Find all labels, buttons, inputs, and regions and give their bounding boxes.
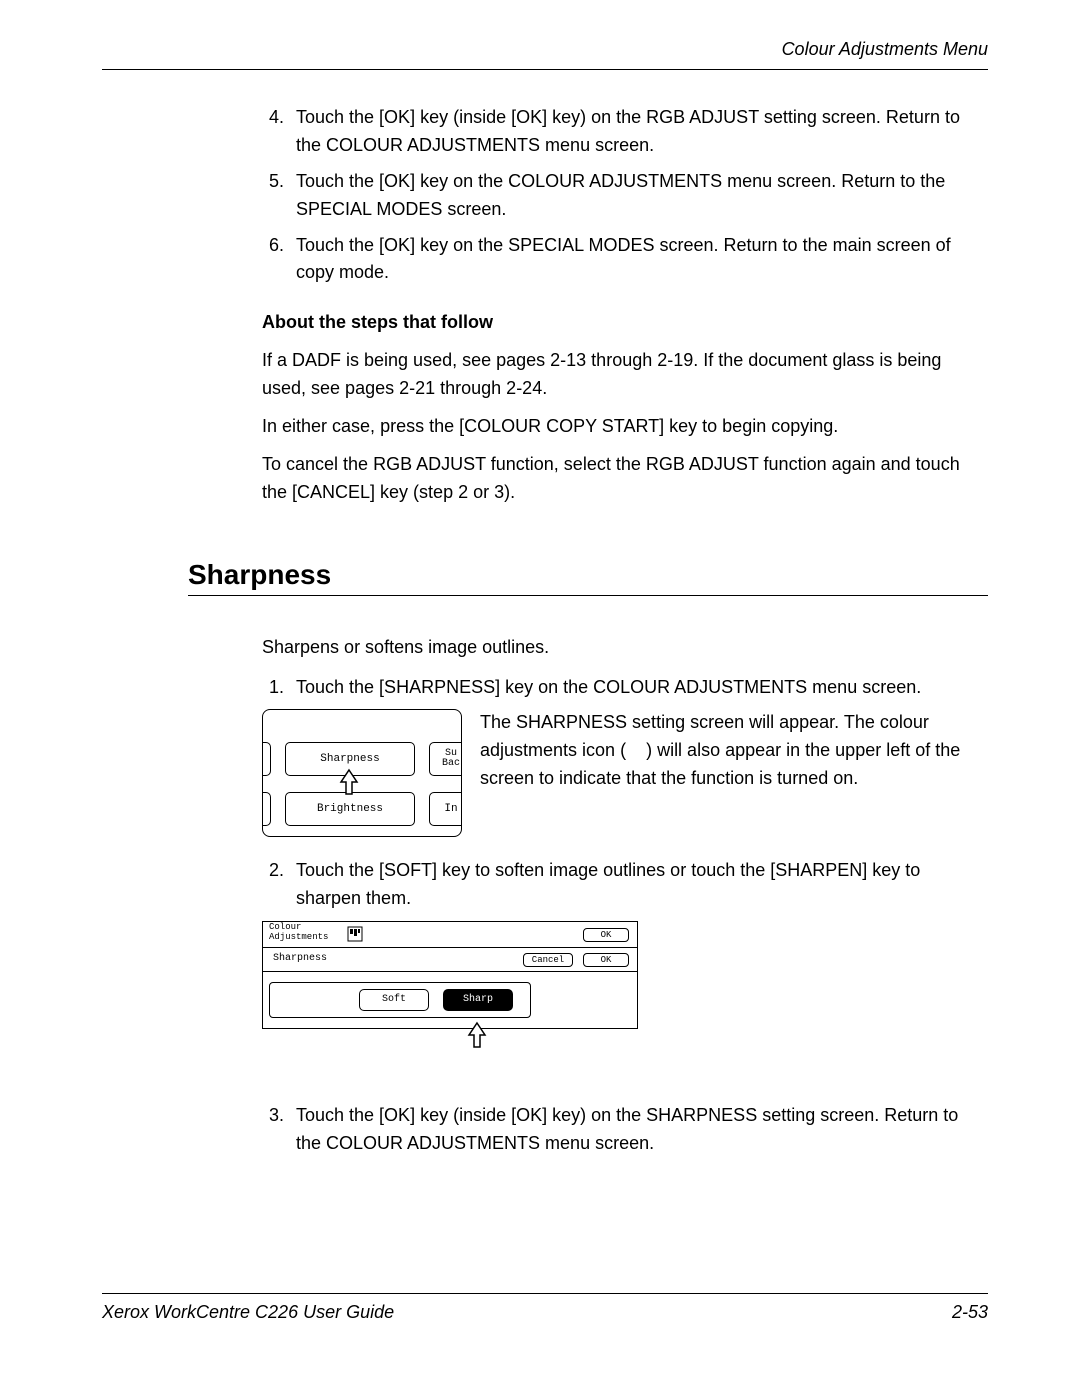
step-number: 5. bbox=[262, 168, 296, 224]
partial-button-right-bottom: In bbox=[429, 792, 462, 826]
header-section: Colour Adjustments Menu bbox=[782, 39, 988, 60]
sharpness-heading: Sharpness bbox=[188, 559, 988, 591]
brightness-button[interactable]: Brightness bbox=[285, 792, 415, 826]
cancel-button[interactable]: Cancel bbox=[523, 953, 573, 967]
lcd-screenshot-2: ColourAdjustments OK Sharpness Cancel OK bbox=[262, 921, 988, 1062]
lcd-title: ColourAdjustments bbox=[269, 923, 328, 942]
step-number: 3. bbox=[262, 1102, 296, 1158]
step-number: 4. bbox=[262, 104, 296, 160]
step-text: Touch the [OK] key on the SPECIAL MODES … bbox=[296, 232, 988, 288]
about-p2: In either case, press the [COLOUR COPY S… bbox=[262, 413, 988, 441]
step-text: Touch the [SOFT] key to soften image out… bbox=[296, 857, 988, 913]
step-text: Touch the [SHARPNESS] key on the COLOUR … bbox=[296, 674, 988, 702]
lcd-subtitle: Sharpness bbox=[273, 953, 327, 964]
menu-screenshot-1: t Sharpness Su Bac Brightness In bbox=[262, 709, 462, 837]
about-p1: If a DADF is being used, see pages 2-13 … bbox=[262, 347, 988, 403]
sharpness-intro: Sharpens or softens image outlines. bbox=[262, 634, 988, 662]
cursor-arrow-icon bbox=[338, 768, 360, 796]
about-p3: To cancel the RGB ADJUST function, selec… bbox=[262, 451, 988, 507]
step-number: 6. bbox=[262, 232, 296, 288]
ok-button-outer[interactable]: OK bbox=[583, 928, 629, 942]
partial-button-left: t bbox=[262, 742, 271, 776]
step-6: 6. Touch the [OK] key on the SPECIAL MOD… bbox=[262, 232, 988, 288]
step-number: 2. bbox=[262, 857, 296, 913]
footer-doc-title: Xerox WorkCentre C226 User Guide bbox=[102, 1302, 394, 1323]
sharp-button[interactable]: Sharp bbox=[443, 989, 513, 1011]
sharpness-step-1: 1. Touch the [SHARPNESS] key on the COLO… bbox=[262, 674, 988, 702]
sharpness-step-2: 2. Touch the [SOFT] key to soften image … bbox=[262, 857, 988, 913]
soft-button[interactable]: Soft bbox=[359, 989, 429, 1011]
cursor-arrow-icon bbox=[466, 1021, 488, 1049]
ok-button-inner[interactable]: OK bbox=[583, 953, 629, 967]
footer-page-number: 2-53 bbox=[952, 1302, 988, 1323]
step-number: 1. bbox=[262, 674, 296, 702]
about-heading: About the steps that follow bbox=[262, 309, 988, 337]
step-1-side-text: The SHARPNESS setting screen will appear… bbox=[480, 709, 988, 837]
colour-adjustments-icon bbox=[347, 926, 363, 942]
sharpness-step-3: 3. Touch the [OK] key (inside [OK] key) … bbox=[262, 1102, 988, 1158]
step-text: Touch the [OK] key on the COLOUR ADJUSTM… bbox=[296, 168, 988, 224]
partial-button-left-2 bbox=[262, 792, 271, 826]
step-text: Touch the [OK] key (inside [OK] key) on … bbox=[296, 1102, 988, 1158]
step-text: Touch the [OK] key (inside [OK] key) on … bbox=[296, 104, 988, 160]
step-4: 4. Touch the [OK] key (inside [OK] key) … bbox=[262, 104, 988, 160]
step-5: 5. Touch the [OK] key on the COLOUR ADJU… bbox=[262, 168, 988, 224]
partial-button-right-top: Su Bac bbox=[429, 742, 462, 776]
